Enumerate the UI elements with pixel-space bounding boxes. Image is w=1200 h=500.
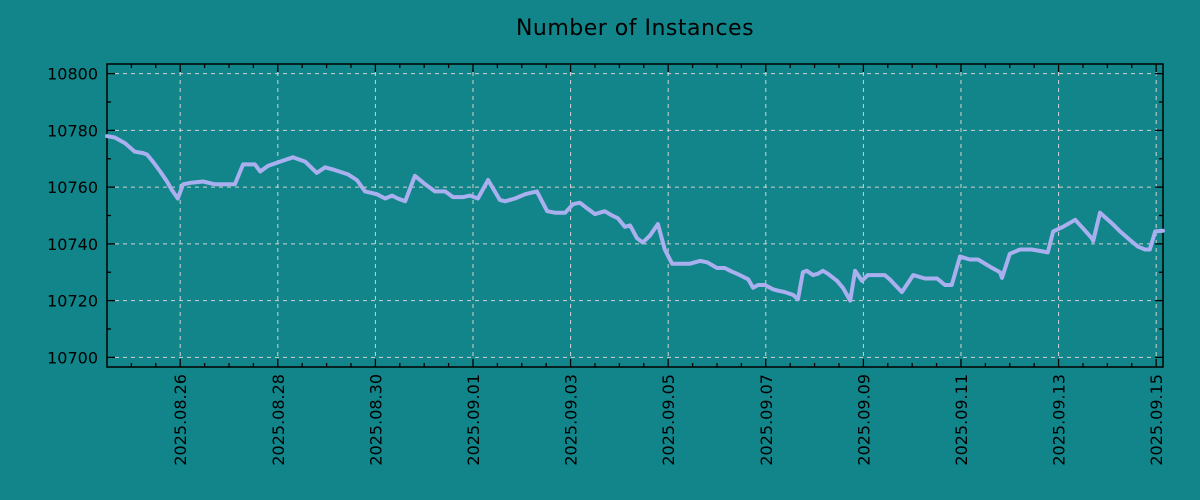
x-tick-label: 2025.08.30 [366, 374, 385, 466]
x-tick-label: 2025.09.01 [464, 374, 483, 466]
series-line [105, 134, 1165, 303]
plot-border [106, 63, 1164, 368]
x-tick-label: 2025.09.13 [1050, 374, 1069, 466]
x-tick-label: 2025.08.28 [269, 374, 288, 466]
x-tick-label: 2025.08.26 [171, 374, 190, 466]
y-tick-label: 10780 [47, 121, 98, 140]
y-tick-label: 10760 [47, 178, 98, 197]
chart-title: Number of Instances [515, 16, 755, 41]
x-tick-label: 2025.09.05 [659, 374, 678, 466]
y-tick-label: 10800 [47, 65, 98, 84]
x-tick-label: 2025.09.07 [757, 374, 776, 466]
y-tick-label: 10720 [47, 292, 98, 311]
x-tick-label: 2025.09.15 [1147, 374, 1166, 466]
x-tick-label: 2025.09.03 [562, 374, 581, 466]
y-tick-label: 10740 [47, 235, 98, 254]
x-tick-label: 2025.09.11 [952, 374, 971, 466]
x-tick-label: 2025.09.09 [854, 374, 873, 466]
y-tick-label: 10700 [47, 348, 98, 367]
